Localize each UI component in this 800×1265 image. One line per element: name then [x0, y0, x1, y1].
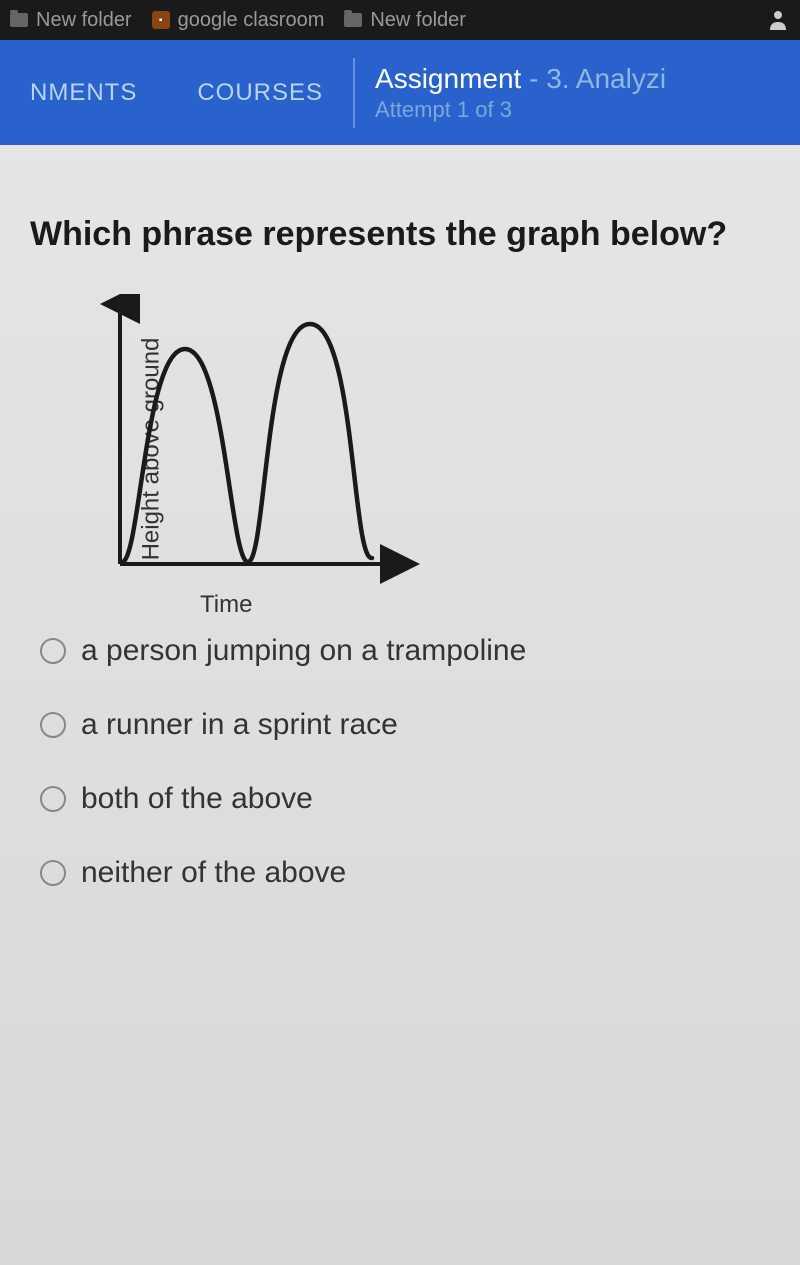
folder-icon: [344, 13, 362, 27]
radio-icon[interactable]: [40, 712, 66, 738]
answer-option-1[interactable]: a runner in a sprint race: [30, 708, 770, 742]
radio-icon[interactable]: [40, 638, 66, 664]
tab-label: NMENTS: [30, 79, 137, 107]
tab-courses[interactable]: COURSES: [167, 40, 353, 145]
tab-label: COURSES: [197, 79, 323, 107]
person-icon[interactable]: [766, 8, 790, 32]
graph-chart: [100, 294, 420, 594]
bookmark-label: New folder: [36, 9, 132, 32]
assignment-info: Assignment - 3. Analyzi Attempt 1 of 3: [355, 63, 800, 123]
tab-assignments[interactable]: NMENTS: [0, 40, 167, 145]
bookmark-label: google clasroom: [178, 9, 325, 32]
answer-options: a person jumping on a trampoline a runne…: [30, 634, 770, 890]
graph-container: Height above ground Time: [50, 284, 430, 614]
app-icon: ▪: [152, 11, 170, 29]
radio-icon[interactable]: [40, 860, 66, 886]
bookmark-item-folder2[interactable]: New folder: [344, 9, 466, 32]
option-text: a runner in a sprint race: [81, 708, 398, 742]
option-text: a person jumping on a trampoline: [81, 634, 526, 668]
answer-option-0[interactable]: a person jumping on a trampoline: [30, 634, 770, 668]
question-text: Which phrase represents the graph below?: [30, 215, 770, 254]
radio-icon[interactable]: [40, 786, 66, 812]
header-bar: NMENTS COURSES Assignment - 3. Analyzi A…: [0, 40, 800, 145]
graph-curve: [122, 324, 372, 562]
x-axis-label: Time: [200, 591, 252, 619]
content-area: Which phrase represents the graph below?…: [0, 145, 800, 1265]
folder-icon: [10, 13, 28, 27]
bookmark-item-folder1[interactable]: New folder: [10, 9, 132, 32]
answer-option-3[interactable]: neither of the above: [30, 856, 770, 890]
bookmark-label: New folder: [370, 9, 466, 32]
option-text: both of the above: [81, 782, 313, 816]
bookmark-item-classroom[interactable]: ▪ google clasroom: [152, 9, 325, 32]
assignment-attempt: Attempt 1 of 3: [375, 97, 780, 123]
option-text: neither of the above: [81, 856, 346, 890]
answer-option-2[interactable]: both of the above: [30, 782, 770, 816]
assignment-title: Assignment - 3. Analyzi: [375, 63, 780, 95]
bookmarks-bar: New folder ▪ google clasroom New folder: [0, 0, 800, 40]
